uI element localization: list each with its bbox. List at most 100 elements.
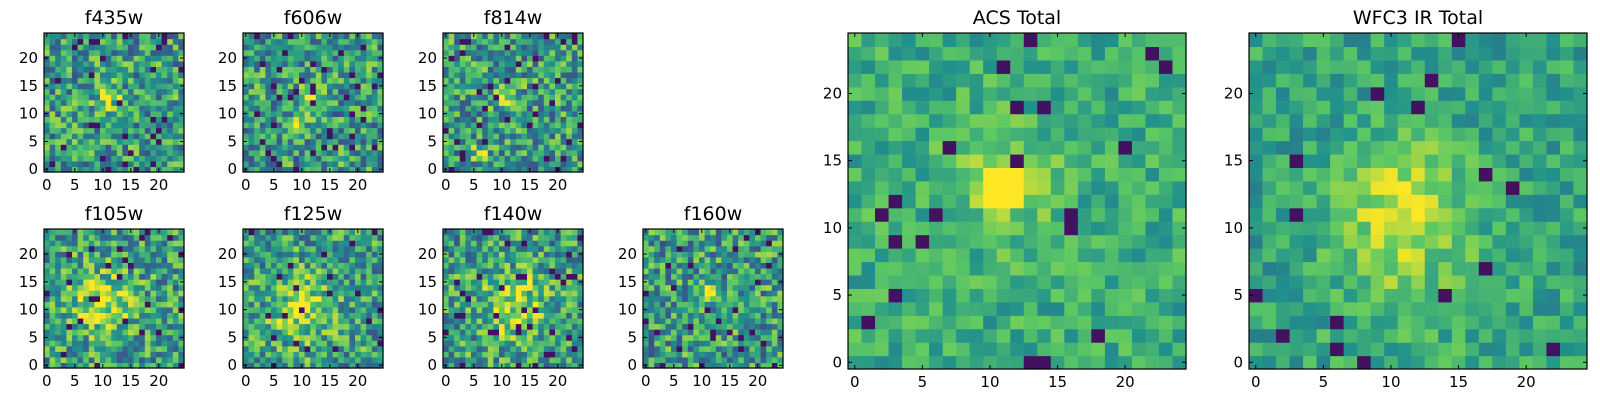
heatmap-cell — [687, 240, 694, 247]
heatmap-cell — [105, 71, 112, 79]
heatmap-cell — [454, 334, 461, 341]
heatmap-cell — [248, 312, 255, 319]
heatmap-cell — [60, 105, 67, 112]
heatmap-cell — [343, 77, 350, 84]
heatmap-cell — [315, 290, 322, 297]
heatmap-cell — [167, 245, 174, 252]
heatmap-cell — [49, 284, 56, 291]
heatmap-cell — [571, 306, 578, 313]
heatmap-cell — [105, 55, 112, 62]
heatmap-cell — [172, 279, 179, 286]
heatmap-cell — [510, 301, 517, 308]
heatmap-cell — [493, 133, 500, 140]
heatmap-cell — [1104, 234, 1119, 249]
heatmap-cell — [875, 207, 890, 222]
heatmap-cell — [543, 351, 550, 358]
heatmap-cell — [44, 71, 51, 79]
heatmap-cell — [248, 345, 255, 352]
heatmap-cell — [276, 99, 283, 106]
heatmap-cell — [360, 356, 367, 364]
heatmap-cell — [760, 229, 767, 236]
heatmap-cell — [532, 245, 539, 252]
heatmap-cell — [738, 323, 745, 330]
heatmap-cell — [167, 49, 174, 56]
heatmap-cell — [172, 88, 179, 95]
heatmap-cell — [549, 88, 556, 95]
heatmap-cell — [527, 273, 534, 280]
heatmap-cell — [310, 273, 317, 280]
heatmap-cell — [727, 262, 734, 269]
heatmap-cell — [465, 279, 472, 286]
heatmap-cell — [902, 301, 917, 316]
heatmap-cell — [310, 262, 317, 269]
heatmap-cell — [343, 133, 350, 140]
heatmap-cell — [465, 49, 472, 56]
heatmap-cell — [259, 66, 266, 73]
heatmap-cell — [332, 234, 339, 241]
heatmap-cell — [366, 88, 373, 95]
heatmap-cell — [510, 279, 517, 286]
heatmap-cell — [105, 240, 112, 247]
heatmap-cell — [543, 240, 550, 247]
heatmap-cell — [555, 306, 562, 313]
heatmap-cell — [310, 317, 317, 325]
heatmap-cell — [83, 149, 90, 156]
heatmap-cell — [555, 110, 562, 117]
heatmap-cell — [942, 288, 957, 303]
y-tick-label: 5 — [627, 328, 637, 346]
heatmap-cell — [969, 234, 984, 249]
heatmap-cell — [332, 251, 339, 258]
heatmap-cell — [555, 251, 562, 258]
heatmap-cell — [72, 38, 79, 45]
heatmap-cell — [482, 329, 489, 336]
heatmap-cell — [144, 138, 151, 145]
heatmap-cell — [105, 290, 112, 297]
heatmap-cell — [105, 317, 112, 325]
heatmap-cell — [493, 60, 500, 67]
heatmap-cell — [116, 127, 123, 134]
heatmap-cell — [555, 44, 562, 51]
heatmap-cell — [527, 290, 534, 297]
heatmap-cell — [566, 301, 573, 308]
heatmap-cell — [571, 88, 578, 95]
heatmap-cell — [566, 279, 573, 286]
heatmap-cell — [60, 127, 67, 134]
heatmap-cell — [172, 245, 179, 252]
heatmap-cell — [459, 105, 466, 112]
heatmap-cell — [454, 133, 461, 140]
heatmap-cell — [310, 44, 317, 51]
y-tick-label: 0 — [227, 356, 237, 374]
heatmap-cell — [571, 329, 578, 336]
heatmap-cell — [128, 251, 135, 258]
heatmap-cell — [659, 251, 666, 258]
heatmap-cell — [94, 312, 101, 319]
heatmap-cell — [956, 288, 971, 303]
heatmap-cell — [771, 356, 778, 364]
heatmap-cell — [476, 251, 483, 258]
heatmap-cell — [766, 284, 773, 291]
heatmap-cell — [315, 105, 322, 112]
heatmap-cell — [338, 245, 345, 252]
heatmap-cell — [1023, 261, 1038, 276]
heatmap-cell — [299, 55, 306, 62]
heatmap-cell — [538, 155, 545, 162]
heatmap-cell — [510, 127, 517, 134]
heatmap-cell — [543, 323, 550, 330]
heatmap-cell — [271, 155, 278, 162]
heatmap-cell — [465, 334, 472, 341]
heatmap-cell — [94, 88, 101, 95]
heatmap-cell — [1091, 221, 1106, 236]
heatmap-cell — [133, 340, 140, 347]
heatmap-cell — [538, 127, 545, 134]
heatmap-cell — [1131, 315, 1147, 330]
heatmap-cell — [476, 110, 483, 117]
heatmap-cell — [338, 110, 345, 117]
heatmap-cell — [371, 362, 378, 369]
heatmap-cell — [493, 329, 500, 336]
heatmap-cell — [532, 99, 539, 106]
heatmap-cell — [139, 256, 146, 263]
heatmap-cell — [172, 44, 179, 51]
heatmap-cell — [332, 66, 339, 73]
heatmap-cell — [459, 267, 466, 275]
heatmap-cell — [139, 166, 146, 173]
